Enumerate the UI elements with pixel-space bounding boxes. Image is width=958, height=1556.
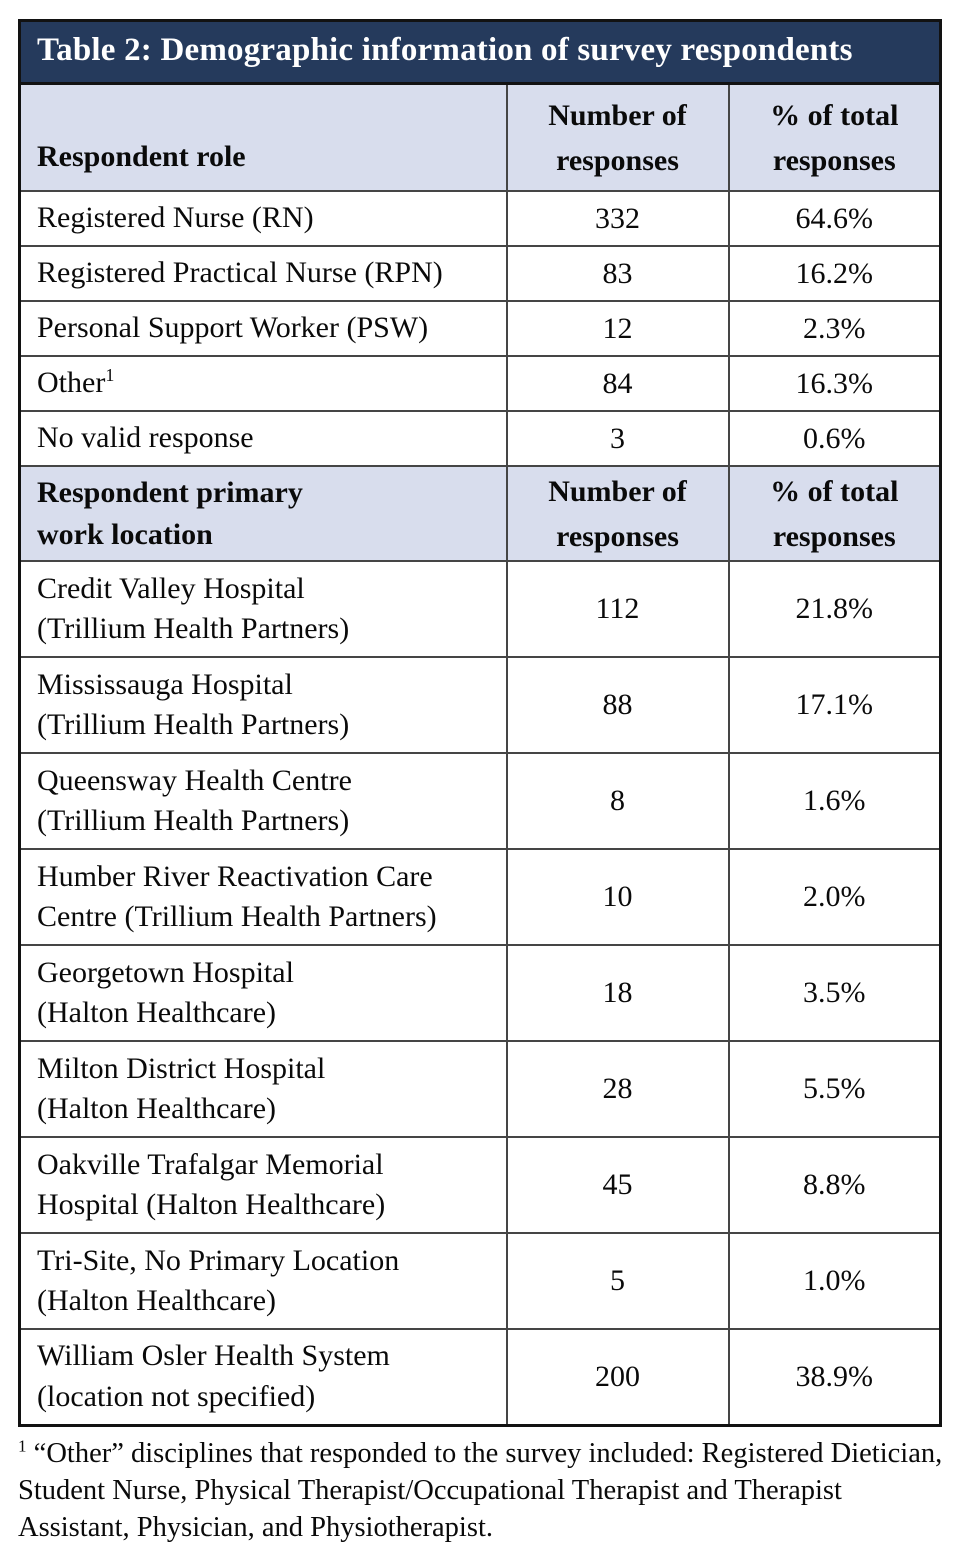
demographics-table-container: Table 2: Demographic information of surv…: [17, 19, 943, 1427]
table-row: Personal Support Worker (PSW) 12 2.3%: [18, 300, 942, 357]
table-row: Oakville Trafalgar Memorial Hospital (Ha…: [18, 1136, 942, 1234]
section-location-header-row: Respondent primary work location Number …: [18, 465, 942, 562]
row-label-cell: Georgetown Hospital (Halton Healthcare): [18, 944, 508, 1042]
row-percent-cell: 1.6%: [727, 752, 942, 850]
row-percent-cell: 8.8%: [727, 1136, 942, 1234]
table-row: Tri-Site, No Primary Location (Halton He…: [18, 1232, 942, 1330]
table-row: Milton District Hospital (Halton Healthc…: [18, 1040, 942, 1138]
row-label: William Osler Health System (location no…: [37, 1339, 390, 1413]
column-header-number-of-responses: Number of responses: [505, 82, 730, 192]
row-label-cell: Other1: [18, 355, 508, 412]
row-label-cell: Milton District Hospital (Halton Healthc…: [18, 1040, 508, 1138]
table-row: Credit Valley Hospital (Trillium Health …: [18, 560, 942, 658]
row-count-cell: 200: [505, 1328, 730, 1426]
demographics-table: Table 2: Demographic information of surv…: [17, 19, 943, 1427]
table-row: Other1 84 16.3%: [18, 355, 942, 412]
row-label-cell: No valid response: [18, 410, 508, 467]
column-header-number-of-responses: Number of responses: [505, 465, 730, 562]
row-label-cell: Tri-Site, No Primary Location (Halton He…: [18, 1232, 508, 1330]
column-header-percent-of-total: % of total responses: [727, 82, 942, 192]
footnote-marker: 1: [105, 365, 115, 386]
row-count-cell: 45: [505, 1136, 730, 1234]
row-label: Queensway Health Centre (Trillium Health…: [37, 763, 352, 838]
table-row: No valid response 3 0.6%: [18, 410, 942, 467]
row-count-cell: 3: [505, 410, 730, 467]
row-percent-cell: 16.2%: [727, 245, 942, 302]
row-count-cell: 10: [505, 848, 730, 946]
row-label: Tri-Site, No Primary Location (Halton He…: [37, 1243, 400, 1318]
row-percent-cell: 64.6%: [727, 190, 942, 247]
row-count-cell: 112: [505, 560, 730, 658]
table-row: William Osler Health System (location no…: [18, 1328, 942, 1426]
column-header-percent-of-total: % of total responses: [727, 465, 942, 562]
column-header-primary-work-location: Respondent primary work location: [18, 465, 508, 562]
row-count-cell: 12: [505, 300, 730, 357]
table-row: Registered Nurse (RN) 332 64.6%: [18, 190, 942, 247]
table-title-row: Table 2: Demographic information of surv…: [17, 19, 943, 85]
row-label: Credit Valley Hospital (Trillium Health …: [37, 571, 350, 646]
row-label: Personal Support Worker (PSW): [37, 311, 429, 345]
row-percent-cell: 3.5%: [727, 944, 942, 1042]
row-label: Humber River Reactivation Care Centre (T…: [37, 859, 437, 934]
row-label-cell: Registered Practical Nurse (RPN): [18, 245, 508, 302]
row-label: Mississauga Hospital (Trillium Health Pa…: [37, 667, 350, 742]
footnote-number: 1: [18, 1436, 27, 1456]
row-count-cell: 8: [505, 752, 730, 850]
row-label: Registered Practical Nurse (RPN): [37, 256, 443, 290]
table-footnote: 1 “Other” disciplines that responded to …: [18, 1436, 944, 1546]
section-role-header-row: Respondent role Number of responses % of…: [18, 82, 942, 192]
row-count-cell: 18: [505, 944, 730, 1042]
row-count-cell: 88: [505, 656, 730, 754]
row-percent-cell: 38.9%: [727, 1328, 942, 1426]
table-title: Table 2: Demographic information of surv…: [17, 19, 943, 85]
table-row: Queensway Health Centre (Trillium Health…: [18, 752, 942, 850]
row-percent-cell: 0.6%: [727, 410, 942, 467]
footnote-text: “Other” disciplines that responded to th…: [18, 1438, 943, 1543]
row-label: Milton District Hospital (Halton Healthc…: [37, 1051, 326, 1126]
row-label: Other: [37, 366, 106, 400]
table-row: Humber River Reactivation Care Centre (T…: [18, 848, 942, 946]
row-label: Georgetown Hospital (Halton Healthcare): [37, 955, 294, 1030]
row-percent-cell: 17.1%: [727, 656, 942, 754]
row-percent-cell: 1.0%: [727, 1232, 942, 1330]
row-percent-cell: 2.3%: [727, 300, 942, 357]
row-label: Oakville Trafalgar Memorial Hospital (Ha…: [37, 1147, 386, 1222]
row-percent-cell: 5.5%: [727, 1040, 942, 1138]
table-row: Mississauga Hospital (Trillium Health Pa…: [18, 656, 942, 754]
row-percent-cell: 21.8%: [727, 560, 942, 658]
row-count-cell: 84: [505, 355, 730, 412]
row-label-cell: Queensway Health Centre (Trillium Health…: [18, 752, 508, 850]
row-label-cell: Mississauga Hospital (Trillium Health Pa…: [18, 656, 508, 754]
row-count-cell: 83: [505, 245, 730, 302]
row-label-cell: Personal Support Worker (PSW): [18, 300, 508, 357]
row-percent-cell: 2.0%: [727, 848, 942, 946]
row-label: No valid response: [37, 421, 254, 455]
row-count-cell: 5: [505, 1232, 730, 1330]
table-row: Registered Practical Nurse (RPN) 83 16.2…: [18, 245, 942, 302]
row-label-cell: Humber River Reactivation Care Centre (T…: [18, 848, 508, 946]
row-label-cell: Oakville Trafalgar Memorial Hospital (Ha…: [18, 1136, 508, 1234]
column-header-respondent-role: Respondent role: [18, 82, 508, 192]
row-label-cell: William Osler Health System (location no…: [18, 1328, 508, 1426]
row-label-cell: Registered Nurse (RN): [18, 190, 508, 247]
row-label: Registered Nurse (RN): [37, 201, 314, 235]
row-count-cell: 28: [505, 1040, 730, 1138]
row-percent-cell: 16.3%: [727, 355, 942, 412]
row-count-cell: 332: [505, 190, 730, 247]
row-label-cell: Credit Valley Hospital (Trillium Health …: [18, 560, 508, 658]
table-row: Georgetown Hospital (Halton Healthcare) …: [18, 944, 942, 1042]
